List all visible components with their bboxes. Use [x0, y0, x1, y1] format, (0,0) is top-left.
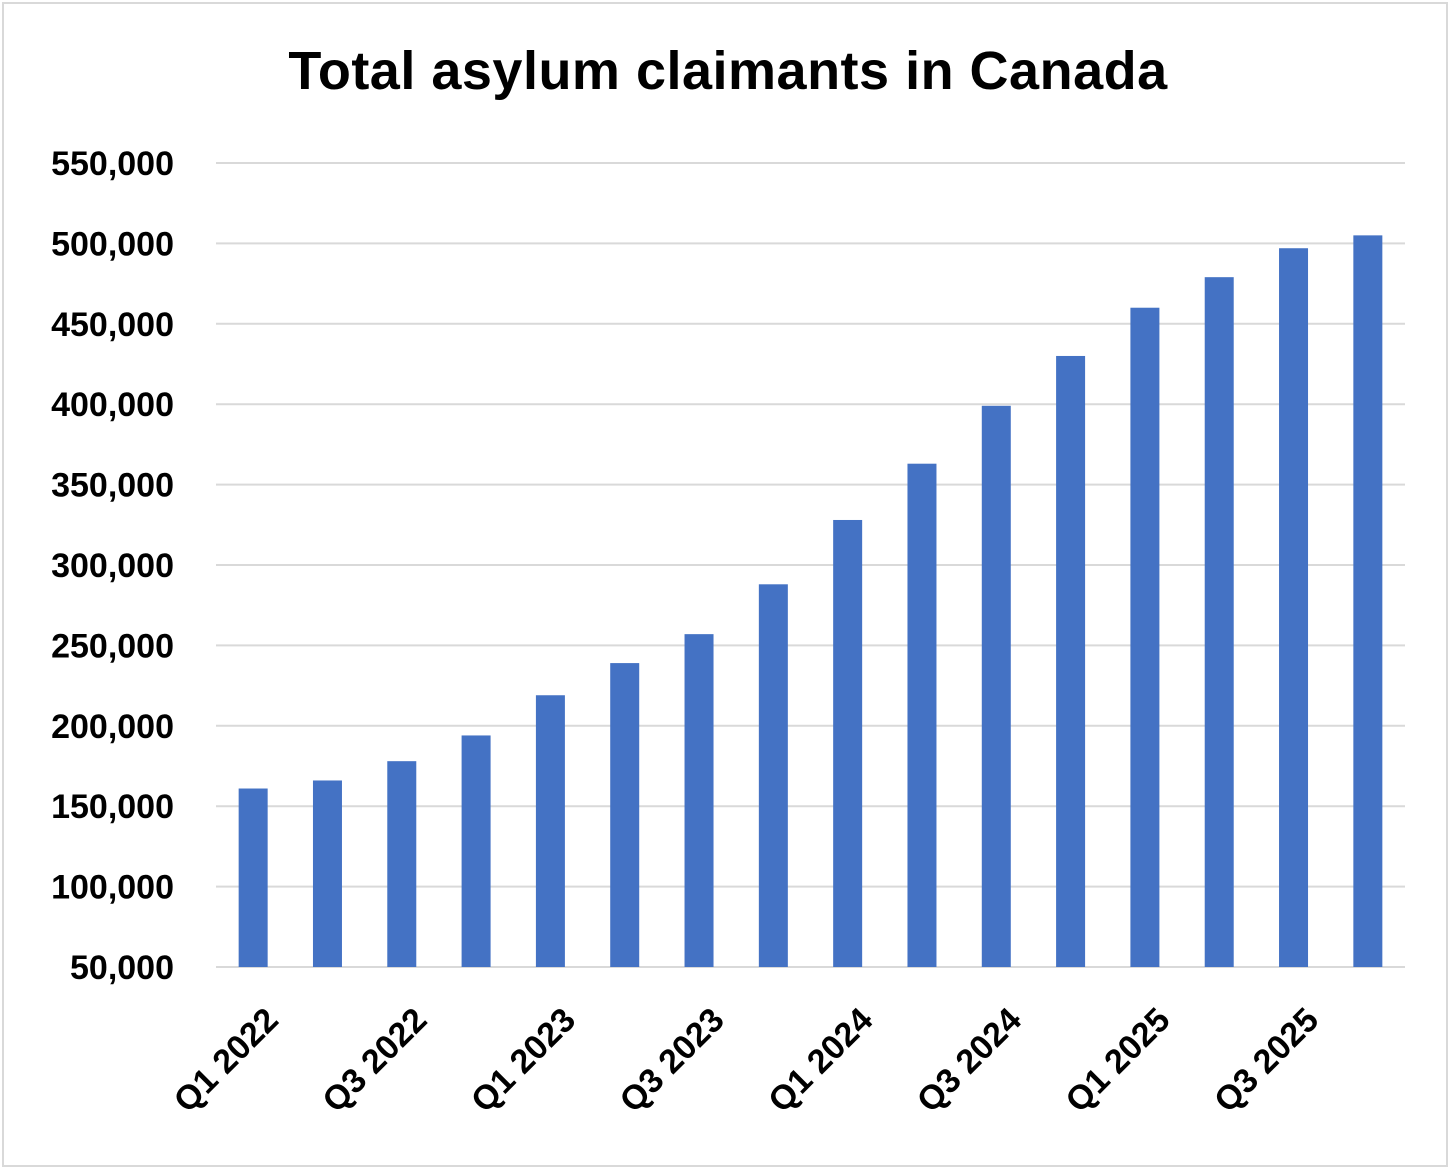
bar-q3-2023 [684, 634, 714, 967]
bar-q4-2023 [758, 584, 788, 967]
y-tick-label: 150,000 [51, 788, 174, 826]
bar-q2-2022 [312, 780, 342, 967]
y-tick-label: 250,000 [51, 627, 174, 665]
bar-q3-2024 [981, 405, 1011, 968]
bar-q2-2025 [1204, 277, 1234, 968]
y-tick-label: 200,000 [51, 708, 174, 746]
y-tick-label: 100,000 [51, 869, 174, 907]
x-tick-label: Q3 2024 [910, 1001, 1029, 1120]
y-axis-ticks: 50,000 100,000 150,000 200,000 250,000 300,00… [51, 145, 174, 987]
x-tick-label: Q1 2022 [167, 1001, 286, 1120]
x-tick-label: Q1 2024 [761, 1001, 880, 1120]
bar-q4-2024 [1056, 355, 1086, 968]
bar-q1-2023 [535, 695, 565, 967]
x-tick-label: Q3 2025 [1207, 1001, 1326, 1120]
bar-q3-2022 [387, 761, 417, 967]
x-tick-label: Q3 2022 [315, 1001, 434, 1120]
bar-q1-2025 [1130, 307, 1160, 968]
x-tick-label: Q1 2025 [1058, 1001, 1177, 1120]
bar-q1-2024 [833, 519, 863, 967]
bar-q2-2024 [907, 463, 937, 967]
y-tick-label: 500,000 [51, 225, 174, 263]
x-tick-label: Q1 2023 [464, 1001, 583, 1120]
bar-q2-2023 [610, 663, 640, 967]
bar-q4-2025 [1353, 235, 1383, 968]
y-tick-label: 300,000 [51, 547, 174, 585]
x-tick-label: Q3 2023 [613, 1001, 732, 1120]
bars [238, 235, 1383, 968]
chart-title: Total asylum claimants in Canada [288, 41, 1168, 101]
x-axis-ticks: Q1 2022 Q3 2022 Q1 2023 Q3 2023 Q1 2024 Q3 20… [167, 1001, 1326, 1120]
y-tick-label: 50,000 [70, 949, 174, 987]
y-tick-label: 550,000 [51, 145, 174, 183]
y-tick-label: 400,000 [51, 386, 174, 424]
y-tick-label: 350,000 [51, 467, 174, 505]
bar-q1-2022 [238, 788, 268, 967]
bar-q4-2022 [461, 735, 491, 967]
y-tick-label: 450,000 [51, 306, 174, 344]
bar-q3-2025 [1279, 248, 1309, 967]
